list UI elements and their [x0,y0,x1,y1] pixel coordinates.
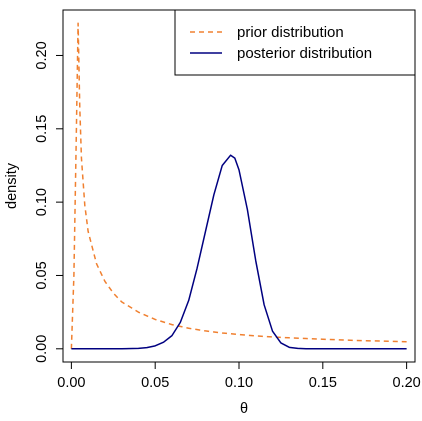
legend-label-prior: prior distribution [237,24,344,41]
x-tick-label: 0.05 [141,375,169,391]
y-tick-label: 0.20 [34,41,50,69]
series-prior-line [70,22,407,349]
x-axis-ticks: 0.00 0.05 0.10 0.15 0.20 [57,362,421,391]
y-tick-label: 0.15 [34,115,50,143]
series-layer [70,22,407,350]
y-axis-label: density [4,162,20,209]
x-tick-label: 0.20 [393,375,421,391]
y-tick-label: 0.10 [34,188,50,216]
y-tick-label: 0.00 [34,335,50,363]
legend-box [174,9,416,76]
x-tick-label: 0.10 [225,375,253,391]
x-axis-label: θ [240,401,248,417]
series-posterior-line [71,154,407,350]
x-tick-label: 0.00 [57,375,85,391]
y-tick-label: 0.05 [34,261,50,289]
legend: prior distribution posterior distributio… [174,9,416,76]
y-axis-ticks: 0.00 0.05 0.10 0.15 0.20 [34,41,63,363]
legend-label-posterior: posterior distribution [237,45,372,62]
x-tick-label: 0.15 [309,375,337,391]
